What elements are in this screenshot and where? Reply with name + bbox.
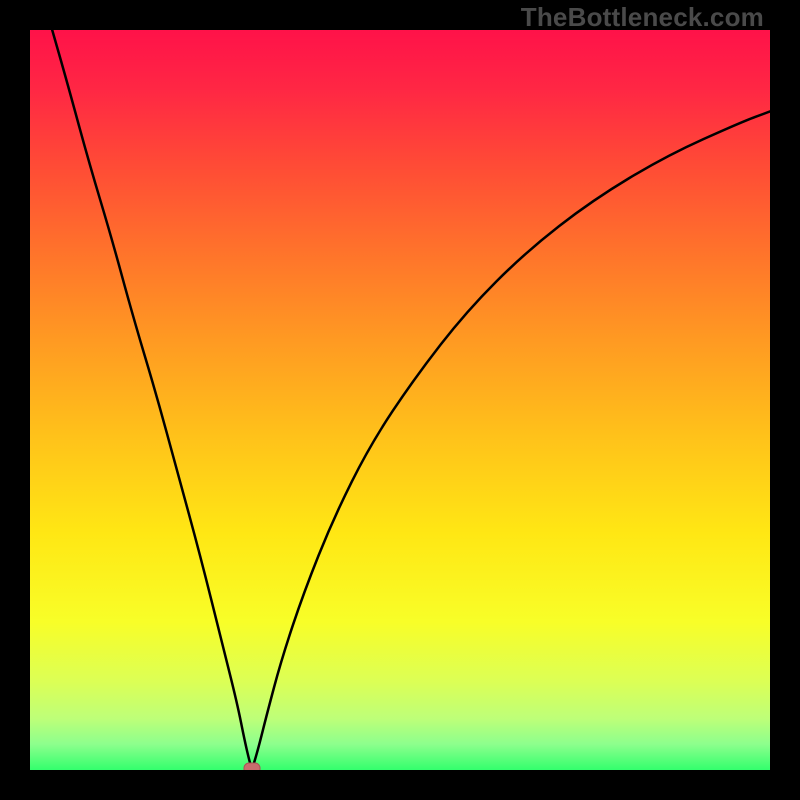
plot-area (30, 30, 770, 770)
chart-container: TheBottleneck.com (0, 0, 800, 800)
watermark-text: TheBottleneck.com (521, 2, 764, 33)
bottleneck-curve (52, 30, 770, 767)
curve-layer (30, 30, 770, 770)
minimum-marker (244, 763, 260, 770)
